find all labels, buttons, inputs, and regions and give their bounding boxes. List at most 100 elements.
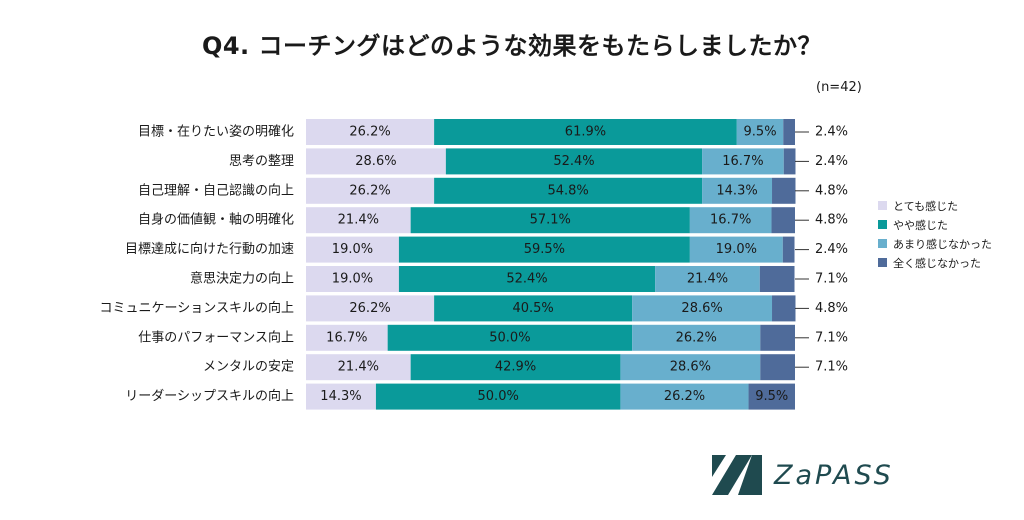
- chart-title: Q4. コーチングはどのような効果をもたらしましたか？: [201, 32, 823, 60]
- data-label: 40.5%: [512, 301, 553, 316]
- data-label: 16.7%: [326, 330, 367, 345]
- zapass-logo-icon: [712, 455, 762, 495]
- legend-item: やや感じた: [878, 215, 992, 234]
- data-label: 19.0%: [716, 242, 757, 257]
- category-label: メンタルの安定: [203, 360, 294, 375]
- category-label: 自己理解・自己認識の向上: [138, 182, 294, 198]
- data-label: 9.5%: [755, 389, 788, 404]
- data-label: 14.3%: [716, 183, 757, 198]
- bar-segment: [702, 148, 784, 175]
- category-label: コミュニケーションスキルの向上: [100, 300, 294, 316]
- bar-segment: [398, 236, 690, 263]
- data-label: 9.5%: [744, 125, 777, 140]
- category-label: 意思決定力の向上: [190, 271, 294, 287]
- data-label: 57.1%: [530, 213, 571, 228]
- bar-segment: [445, 148, 703, 175]
- data-label: 26.2%: [349, 183, 390, 198]
- legend-label: あまり感じなかった: [893, 237, 992, 251]
- data-label: 19.0%: [332, 272, 373, 287]
- sample-size: (n=42): [816, 80, 862, 95]
- bar-segment: [434, 177, 703, 204]
- zapass-logo: ZaPASS: [712, 455, 894, 495]
- bar-segment: [410, 207, 690, 234]
- bar-segment: [702, 177, 773, 204]
- bar-segment: [306, 266, 399, 292]
- bar-segment: [398, 266, 656, 292]
- data-label: 14.3%: [320, 389, 361, 404]
- legend-item: 全く感じなかった: [878, 253, 992, 272]
- data-label: 54.8%: [547, 183, 588, 198]
- data-label: 21.4%: [338, 360, 379, 375]
- bar-segment: [375, 383, 621, 410]
- legend: とても感じた やや感じた あまり感じなかった 全く感じなかった: [878, 196, 992, 272]
- bar-segment: [620, 383, 749, 410]
- data-label: 26.2%: [349, 125, 390, 140]
- bar-segment: [783, 119, 795, 145]
- data-label: 21.4%: [687, 272, 728, 287]
- bar-segment: [620, 354, 761, 381]
- legend-label: やや感じた: [893, 218, 948, 232]
- bar-segment: [689, 236, 783, 263]
- data-label: 28.6%: [355, 154, 396, 169]
- legend-swatch: [878, 258, 887, 267]
- bar-segment: [772, 177, 796, 204]
- bar-segment: [306, 207, 411, 234]
- data-label: 52.4%: [506, 272, 547, 287]
- bar-segment: [783, 148, 796, 175]
- bar-segment: [632, 295, 773, 322]
- data-label: 52.4%: [553, 154, 594, 169]
- legend-label: 全く感じなかった: [893, 256, 981, 270]
- bar-segment: [306, 383, 376, 410]
- category-label: 目標達成に向けた行動の加速: [125, 241, 294, 257]
- data-label: 4.8%: [815, 301, 848, 316]
- bar-segment: [306, 119, 435, 145]
- data-label: 26.2%: [349, 301, 390, 316]
- data-label: 21.4%: [338, 213, 379, 228]
- bar-segment: [410, 354, 621, 381]
- data-label: 7.1%: [815, 272, 848, 287]
- data-label: 26.2%: [676, 330, 717, 345]
- legend-swatch: [878, 220, 887, 229]
- legend-item: とても感じた: [878, 196, 992, 215]
- bar-segment: [759, 266, 795, 292]
- data-label: 2.4%: [815, 242, 848, 257]
- bar-segment: [306, 177, 435, 204]
- data-label: 28.6%: [670, 360, 711, 375]
- bar-segment: [760, 354, 795, 381]
- legend-swatch: [878, 201, 887, 210]
- data-label: 16.7%: [710, 213, 751, 228]
- data-label: 26.2%: [664, 389, 705, 404]
- data-label: 4.8%: [815, 213, 848, 228]
- bar-segment: [689, 207, 772, 234]
- bar-segment: [306, 148, 446, 175]
- logo-text: ZaPASS: [774, 459, 894, 491]
- bar-segment: [387, 324, 633, 351]
- data-label: 2.4%: [815, 125, 848, 140]
- category-label: 仕事のパフォーマンス向上: [138, 329, 294, 345]
- bar-segment: [748, 383, 795, 410]
- data-label: 42.9%: [495, 360, 536, 375]
- data-label: 2.4%: [815, 154, 848, 169]
- bar-segment: [655, 266, 760, 292]
- category-label: リーダーシップスキルの向上: [125, 388, 294, 404]
- data-label: 7.1%: [815, 330, 848, 345]
- bar-segment: [306, 295, 435, 322]
- bar-segment: [632, 324, 761, 351]
- category-label: 目標・在りたい姿の明確化: [138, 124, 294, 140]
- bar-segment: [771, 207, 795, 234]
- data-label: 4.8%: [815, 183, 848, 198]
- data-label: 59.5%: [524, 242, 565, 257]
- bar-segment: [434, 295, 633, 322]
- bar-segment: [306, 324, 388, 351]
- category-label: 思考の整理: [229, 154, 294, 169]
- legend-item: あまり感じなかった: [878, 234, 992, 253]
- category-label: 自身の価値観・軸の明確化: [138, 212, 294, 228]
- data-label: 50.0%: [489, 330, 530, 345]
- bar-segment: [782, 236, 795, 263]
- data-label: 28.6%: [681, 301, 722, 316]
- data-label: 7.1%: [815, 360, 848, 375]
- bar-segment: [434, 119, 737, 145]
- legend-swatch: [878, 239, 887, 248]
- data-label: 50.0%: [478, 389, 519, 404]
